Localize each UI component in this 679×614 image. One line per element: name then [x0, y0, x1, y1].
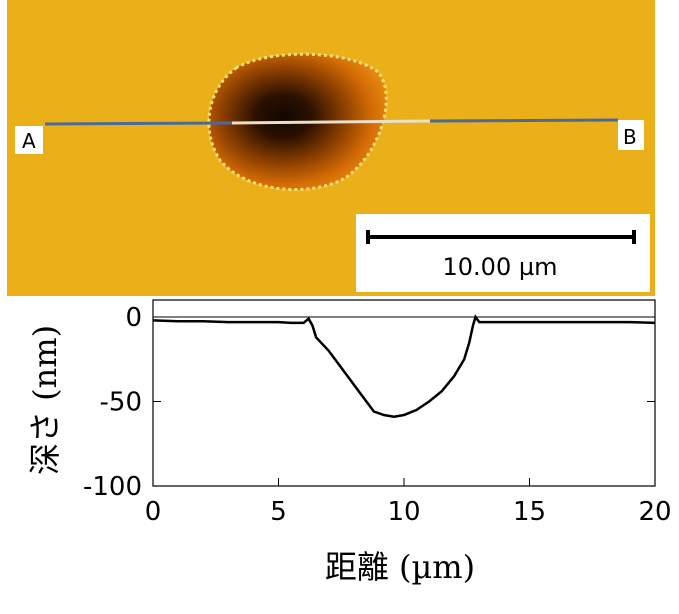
x-tick-label: 0: [145, 497, 162, 527]
x-axis-title: 距離 (µm): [325, 548, 475, 586]
x-tick-label: 10: [387, 497, 420, 527]
afm-image-panel: A B 10.00 µm: [7, 0, 655, 296]
profile-line: [44, 121, 233, 126]
y-axis-title: 深さ (nm): [26, 325, 64, 475]
label-b-box: [618, 120, 644, 150]
scale-bar: 10.00 µm: [356, 214, 650, 292]
label-a-box: [15, 126, 43, 154]
profile-chart: 0 5 10 15 20 0 -50 -100 距離 (µm) 深さ (nm): [26, 299, 672, 586]
y-tick-label: 0: [125, 303, 142, 333]
plot-frame: [152, 299, 656, 487]
y-tick-label: -100: [83, 472, 142, 502]
y-tick-label: -50: [100, 388, 142, 418]
scale-bar-label: 10.00 µm: [443, 253, 558, 281]
line-end-label: B: [623, 125, 637, 149]
x-tick-label: 15: [513, 497, 546, 527]
line-start-label: A: [22, 129, 36, 153]
x-axis: 0 5 10 15 20: [145, 478, 672, 527]
scale-bar-box: [356, 214, 650, 292]
x-tick-label: 5: [270, 497, 287, 527]
y-axis: 0 -50 -100: [83, 303, 655, 502]
x-tick-label: 20: [638, 497, 671, 527]
depth-profile-line: [152, 314, 656, 418]
